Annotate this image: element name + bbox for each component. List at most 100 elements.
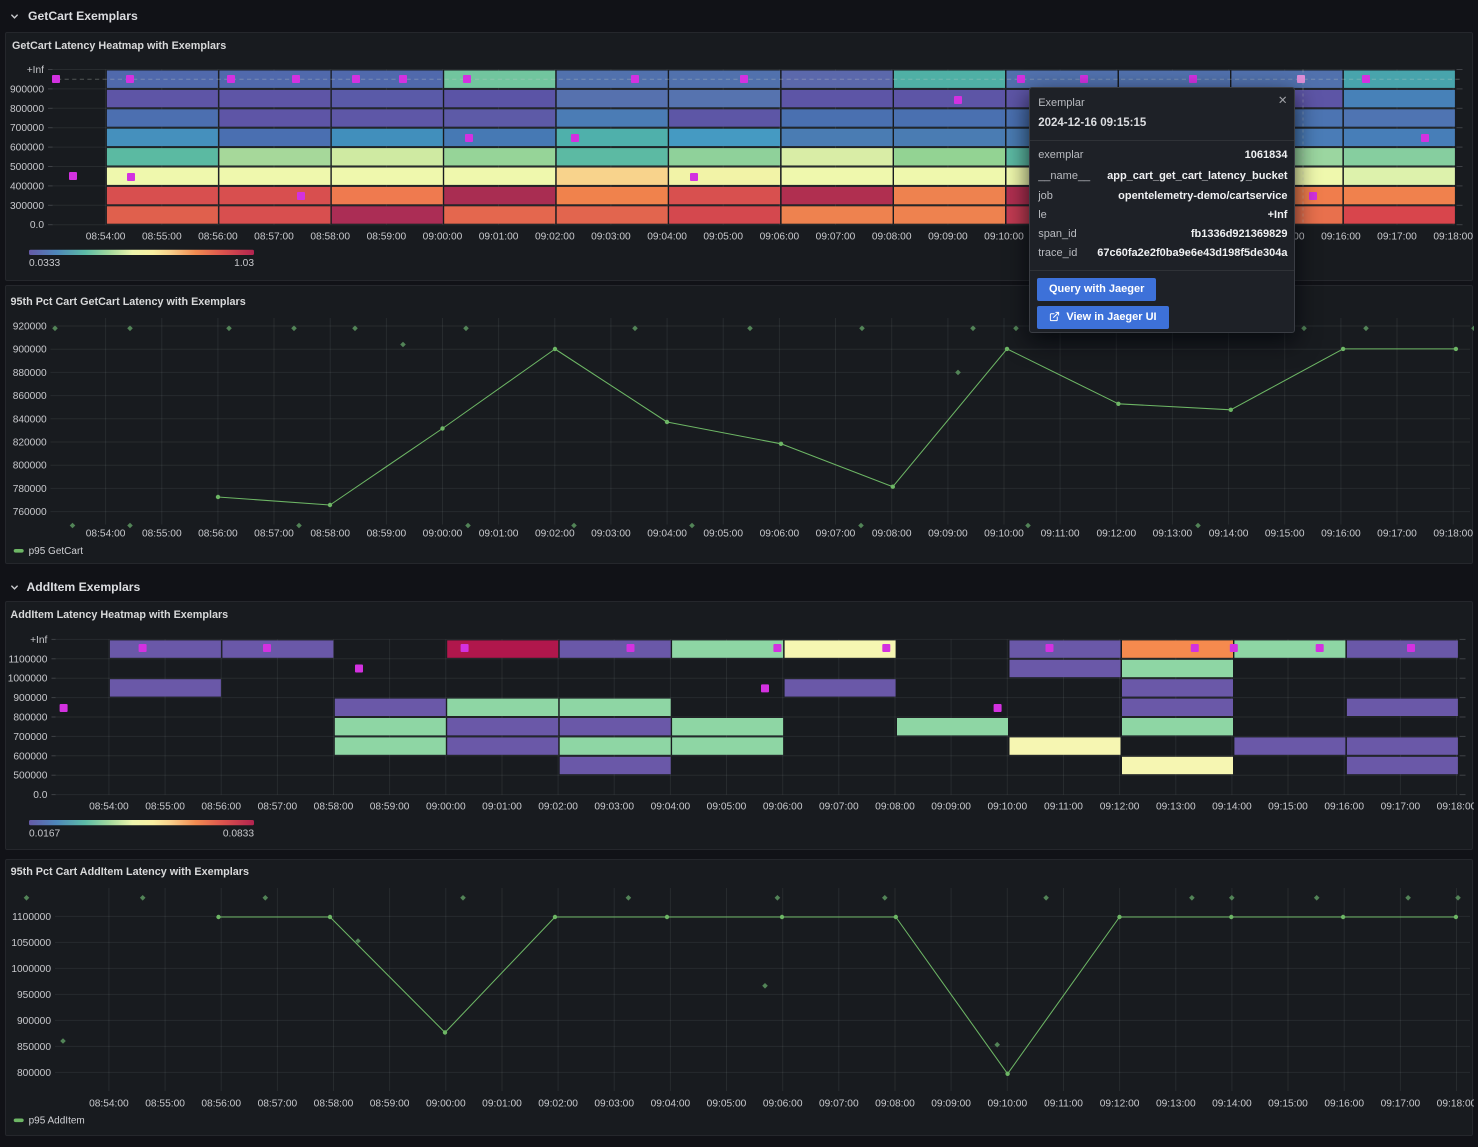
svg-text:09:15:00: 09:15:00 [1268,1099,1308,1110]
svg-text:1.03: 1.03 [234,258,254,269]
svg-text:09:01:00: 09:01:00 [482,802,522,813]
svg-text:09:08:00: 09:08:00 [875,802,915,813]
svg-text:09:04:00: 09:04:00 [651,802,691,813]
svg-text:09:00:00: 09:00:00 [423,232,463,243]
svg-text:+Inf: +Inf [30,635,47,646]
svg-text:09:02:00: 09:02:00 [535,232,575,243]
svg-text:700000: 700000 [10,123,44,134]
svg-text:09:16:00: 09:16:00 [1321,529,1361,540]
svg-text:09:10:00: 09:10:00 [987,1099,1027,1110]
svg-text:500000: 500000 [10,162,44,173]
svg-text:09:04:00: 09:04:00 [647,232,687,243]
svg-text:09:03:00: 09:03:00 [594,802,634,813]
svg-text:08:56:00: 08:56:00 [198,529,238,540]
svg-text:900000: 900000 [17,1016,51,1027]
svg-text:950000: 950000 [17,990,51,1001]
svg-text:09:13:00: 09:13:00 [1156,802,1196,813]
svg-text:09:17:00: 09:17:00 [1381,1099,1421,1110]
svg-text:08:57:00: 08:57:00 [258,802,298,813]
svg-text:09:05:00: 09:05:00 [707,1099,747,1110]
svg-text:p95 GetCart: p95 GetCart [29,546,84,557]
svg-text:09:18:00: 09:18:00 [1433,529,1473,540]
svg-text:840000: 840000 [13,414,47,425]
svg-text:600000: 600000 [13,751,47,762]
svg-text:09:14:00: 09:14:00 [1212,1099,1252,1110]
svg-text:860000: 860000 [13,391,47,402]
svg-text:09:14:00: 09:14:00 [1209,529,1249,540]
svg-text:1000000: 1000000 [11,964,51,975]
svg-text:0.0167: 0.0167 [29,829,60,840]
svg-text:09:14:00: 09:14:00 [1212,802,1252,813]
svg-text:700000: 700000 [13,732,47,743]
svg-text:09:00:00: 09:00:00 [426,1099,466,1110]
svg-text:08:59:00: 08:59:00 [367,529,407,540]
svg-text:09:12:00: 09:12:00 [1100,1099,1140,1110]
svg-text:08:58:00: 08:58:00 [314,1099,354,1110]
svg-text:09:01:00: 09:01:00 [479,232,519,243]
svg-text:0.0333: 0.0333 [29,258,60,269]
svg-text:09:11:00: 09:11:00 [1044,802,1083,813]
svg-text:08:55:00: 08:55:00 [142,232,182,243]
svg-text:09:09:00: 09:09:00 [931,1099,971,1110]
svg-text:09:16:00: 09:16:00 [1324,1099,1364,1110]
svg-text:09:16:00: 09:16:00 [1324,802,1364,813]
svg-text:08:57:00: 08:57:00 [254,529,294,540]
svg-text:09:15:00: 09:15:00 [1268,802,1308,813]
svg-text:08:55:00: 08:55:00 [145,1099,185,1110]
svg-text:08:59:00: 08:59:00 [367,232,407,243]
svg-text:09:18:00: 09:18:00 [1437,1099,1477,1110]
svg-text:09:02:00: 09:02:00 [538,1099,578,1110]
svg-text:09:17:00: 09:17:00 [1381,802,1421,813]
svg-text:09:01:00: 09:01:00 [479,529,519,540]
svg-text:09:04:00: 09:04:00 [651,1099,691,1110]
svg-text:800000: 800000 [13,461,47,472]
svg-text:09:10:00: 09:10:00 [984,529,1024,540]
svg-text:09:18:00: 09:18:00 [1433,232,1473,243]
svg-text:09:00:00: 09:00:00 [426,802,466,813]
svg-text:760000: 760000 [13,507,47,518]
svg-text:09:04:00: 09:04:00 [647,529,687,540]
svg-text:0.0833: 0.0833 [223,829,254,840]
svg-text:850000: 850000 [17,1042,51,1053]
svg-text:900000: 900000 [13,693,47,704]
svg-text:09:03:00: 09:03:00 [594,1099,634,1110]
svg-text:09:11:00: 09:11:00 [1044,1099,1083,1110]
svg-text:08:56:00: 08:56:00 [198,232,238,243]
svg-text:09:05:00: 09:05:00 [703,232,743,243]
svg-text:08:54:00: 08:54:00 [86,529,126,540]
svg-text:08:58:00: 08:58:00 [314,802,354,813]
svg-text:880000: 880000 [13,368,47,379]
svg-text:0.0: 0.0 [30,220,44,231]
svg-text:+Inf: +Inf [27,65,44,76]
svg-text:09:12:00: 09:12:00 [1096,529,1136,540]
svg-text:09:02:00: 09:02:00 [538,802,578,813]
svg-text:09:06:00: 09:06:00 [760,529,800,540]
svg-text:09:08:00: 09:08:00 [872,529,912,540]
svg-text:09:00:00: 09:00:00 [423,529,463,540]
svg-text:800000: 800000 [10,104,44,115]
svg-text:09:06:00: 09:06:00 [763,1099,803,1110]
svg-text:800000: 800000 [13,713,47,724]
svg-text:820000: 820000 [13,438,47,449]
svg-text:600000: 600000 [10,143,44,154]
svg-text:08:54:00: 08:54:00 [89,802,129,813]
svg-text:900000: 900000 [13,345,47,356]
svg-text:08:56:00: 08:56:00 [201,1099,241,1110]
svg-text:08:57:00: 08:57:00 [258,1099,298,1110]
svg-text:08:59:00: 08:59:00 [370,802,410,813]
svg-text:09:09:00: 09:09:00 [931,802,971,813]
svg-text:09:17:00: 09:17:00 [1377,232,1417,243]
svg-text:09:15:00: 09:15:00 [1265,529,1305,540]
svg-text:1050000: 1050000 [11,938,51,949]
svg-text:08:56:00: 08:56:00 [201,802,241,813]
svg-text:09:16:00: 09:16:00 [1321,232,1361,243]
svg-text:09:13:00: 09:13:00 [1156,1099,1196,1110]
svg-text:09:17:00: 09:17:00 [1377,529,1417,540]
svg-text:09:09:00: 09:09:00 [928,529,968,540]
svg-text:08:54:00: 08:54:00 [89,1099,129,1110]
svg-text:08:58:00: 08:58:00 [310,232,350,243]
svg-text:900000: 900000 [10,84,44,95]
svg-text:920000: 920000 [13,322,47,333]
svg-text:500000: 500000 [13,771,47,782]
svg-text:p95 AddItem: p95 AddItem [29,1116,85,1127]
